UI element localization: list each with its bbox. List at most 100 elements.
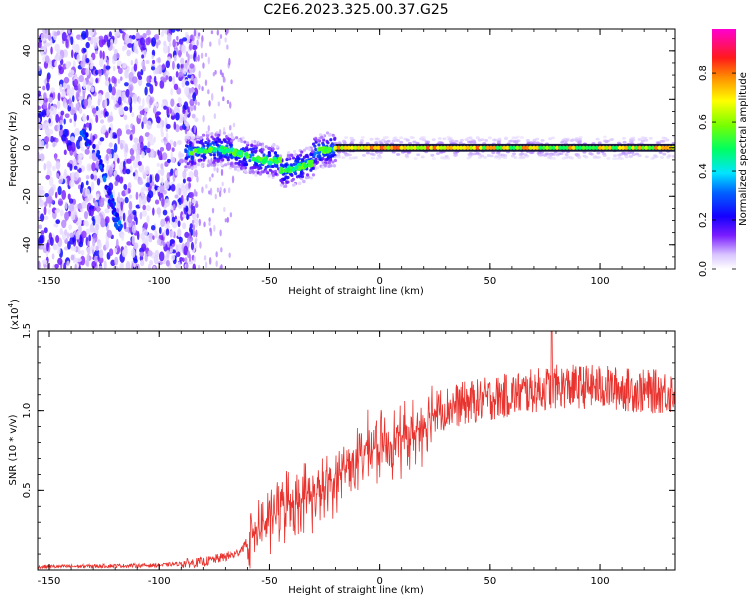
band-blob xyxy=(214,140,218,144)
noise-blob xyxy=(155,41,159,49)
halo-blob xyxy=(637,138,642,141)
noise-blob xyxy=(69,236,75,245)
noise-blob xyxy=(141,151,145,159)
carrier-blob xyxy=(386,145,391,150)
noise-blob xyxy=(51,253,55,260)
noise-blob xyxy=(105,153,109,161)
noise-blob xyxy=(63,211,70,221)
noise-blob xyxy=(140,187,145,197)
noise-blob xyxy=(64,201,68,210)
band-blob xyxy=(275,144,279,149)
noise-blob xyxy=(157,187,160,193)
noise-blob xyxy=(167,33,172,43)
noise-blob xyxy=(80,255,86,266)
halo-blob xyxy=(624,155,629,159)
halo-blob xyxy=(487,136,492,140)
noise-blob xyxy=(90,86,95,93)
noise-blob xyxy=(200,40,203,49)
halo-blob xyxy=(393,136,398,140)
noise-blob xyxy=(55,234,60,244)
noise-blob xyxy=(169,108,172,114)
noise-blob xyxy=(95,245,99,252)
band-core xyxy=(273,158,279,164)
noise-blob xyxy=(48,176,54,187)
band-blob xyxy=(229,162,233,166)
noise-blob xyxy=(68,198,74,204)
noise-blob xyxy=(130,155,135,162)
noise-blob xyxy=(170,29,176,33)
noise-blob xyxy=(221,181,224,187)
carrier-blob xyxy=(561,145,566,150)
noise-blob xyxy=(73,246,77,252)
band-blob xyxy=(311,173,316,177)
x-tick-label: 0 xyxy=(376,576,382,587)
halo-blob xyxy=(655,141,660,145)
halo-blob xyxy=(672,135,675,139)
noise-blob xyxy=(154,173,160,183)
band-blob xyxy=(201,133,206,137)
noise-blob xyxy=(104,98,108,108)
noise-blob xyxy=(117,191,121,202)
noise-blob xyxy=(150,148,155,159)
band-blob xyxy=(236,161,241,165)
noise-blob xyxy=(210,30,214,35)
noise-blob xyxy=(182,37,188,42)
feature-blob xyxy=(112,201,116,207)
halo-blob xyxy=(627,151,632,155)
carrier-blob xyxy=(568,145,573,150)
noise-blob xyxy=(132,209,137,216)
band-blob xyxy=(184,156,188,160)
noise-blob xyxy=(39,234,44,245)
noise-blob xyxy=(71,86,75,97)
noise-blob xyxy=(228,57,231,66)
noise-blob xyxy=(132,93,138,102)
band-core xyxy=(189,151,195,156)
band-core xyxy=(225,148,231,153)
band-blob xyxy=(230,135,235,140)
halo-blob xyxy=(491,151,496,155)
halo-blob xyxy=(365,151,370,155)
noise-blob xyxy=(189,98,195,106)
band-blob xyxy=(204,140,208,145)
halo-blob xyxy=(518,153,523,156)
noise-blob xyxy=(85,228,91,235)
noise-blob xyxy=(141,121,144,130)
noise-blob xyxy=(133,63,138,72)
noise-blob xyxy=(182,170,187,179)
noise-blob xyxy=(223,206,226,212)
noise-blob xyxy=(192,92,197,102)
spectrogram-image xyxy=(38,29,675,269)
noise-blob xyxy=(182,257,185,262)
band-blob xyxy=(186,136,191,140)
noise-blob xyxy=(168,75,173,82)
y-multiplier: (x104) xyxy=(7,299,21,330)
noise-blob xyxy=(166,158,171,164)
halo-blob xyxy=(371,153,376,157)
carrier-blob xyxy=(482,145,487,150)
noise-blob xyxy=(208,221,211,227)
band-blob xyxy=(293,149,297,154)
band-blob xyxy=(271,143,275,147)
halo-blob xyxy=(659,156,664,159)
noise-blob xyxy=(141,209,148,217)
noise-blob xyxy=(55,160,61,170)
halo-blob xyxy=(375,156,380,160)
noise-blob xyxy=(156,123,162,129)
band-blob xyxy=(206,164,210,168)
noise-blob xyxy=(226,216,230,223)
halo-blob xyxy=(395,152,400,156)
halo-blob xyxy=(644,155,649,159)
noise-blob xyxy=(38,260,41,269)
noise-blob xyxy=(185,80,190,86)
noise-blob xyxy=(222,96,225,102)
band-blob xyxy=(271,173,275,177)
carrier-blob xyxy=(402,145,408,150)
noise-blob xyxy=(183,68,187,75)
halo-blob xyxy=(374,141,379,144)
noise-blob xyxy=(112,265,119,269)
noise-blob xyxy=(39,153,45,162)
band-blob xyxy=(331,133,335,137)
noise-blob xyxy=(156,207,162,215)
noise-blob xyxy=(171,216,176,223)
noise-blob xyxy=(54,263,59,269)
